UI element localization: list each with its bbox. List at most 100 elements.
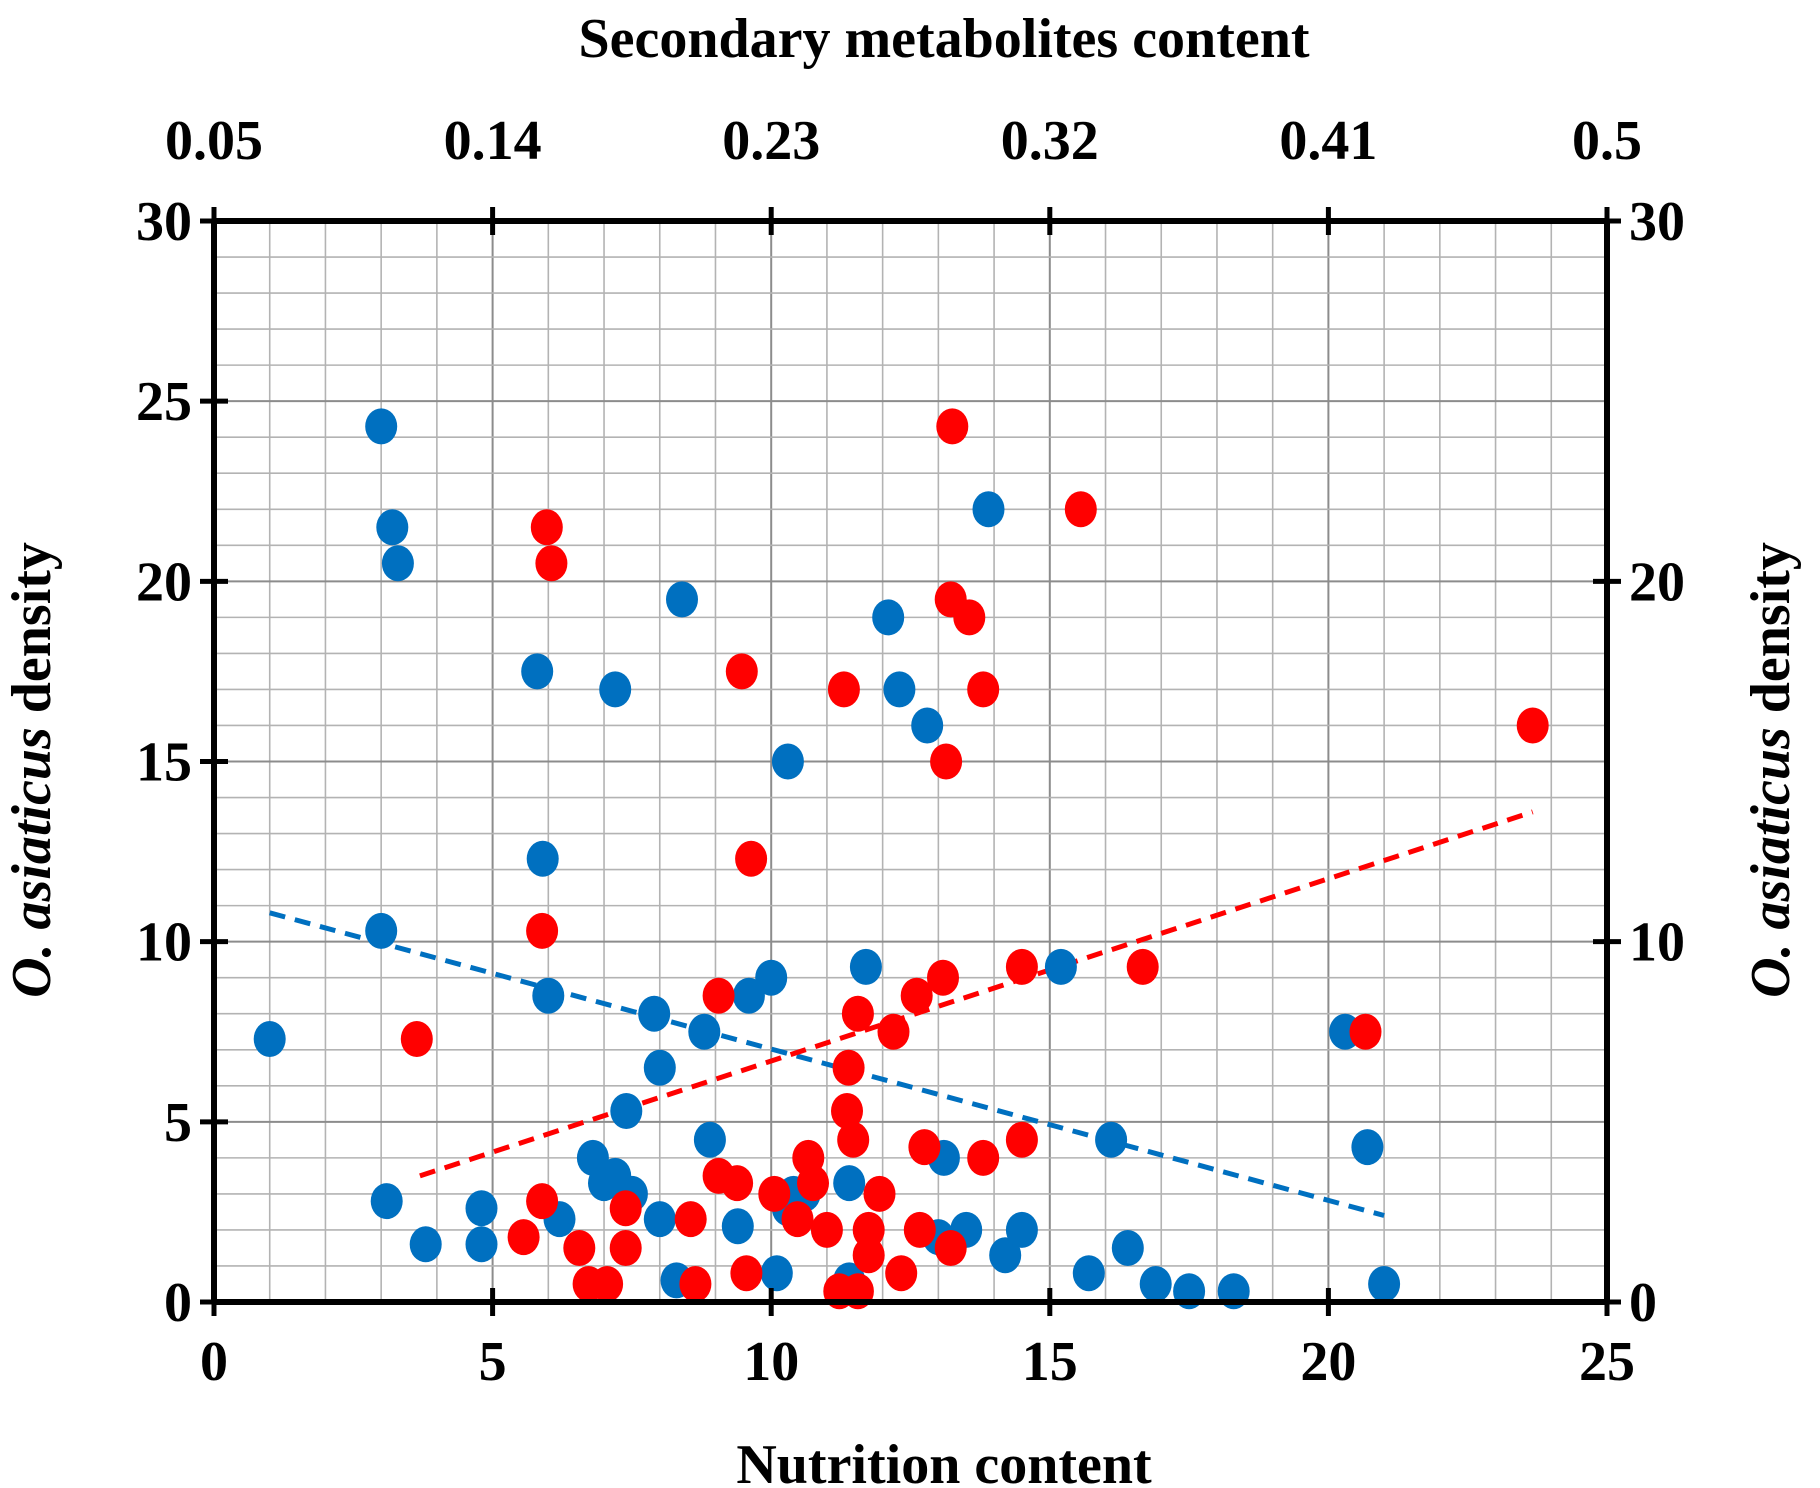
data-point-secondary: [674, 1201, 707, 1238]
trendline-nutrition: [269, 910, 1385, 1218]
y-tick-label: 30: [136, 191, 192, 253]
data-point-secondary: [679, 1266, 712, 1302]
data-point-secondary: [563, 1230, 596, 1266]
x-tick-label: 0: [200, 1331, 228, 1393]
data-point-secondary: [526, 1183, 559, 1220]
data-point-nutrition: [693, 1121, 726, 1158]
data-point-secondary: [827, 671, 860, 708]
data-point-secondary: [852, 1237, 885, 1274]
data-point-secondary: [526, 912, 559, 949]
data-points: [253, 408, 1549, 1310]
data-point-nutrition: [1095, 1121, 1128, 1158]
data-point-secondary: [400, 1021, 433, 1057]
x2-tick-label: 0.05: [165, 110, 263, 172]
data-point-nutrition: [1368, 1266, 1401, 1302]
data-point-secondary: [927, 959, 959, 996]
data-point-nutrition: [1044, 948, 1077, 985]
data-point-secondary: [967, 671, 1000, 708]
grid: [213, 220, 1608, 1303]
data-point-nutrition: [989, 1237, 1022, 1274]
data-point-nutrition: [1139, 1266, 1172, 1302]
data-point-secondary: [837, 1121, 870, 1158]
x2-tick-label: 0.41: [1279, 110, 1377, 172]
data-point-secondary: [1126, 948, 1159, 985]
y-axis-title-italic: O. asiaticus: [1, 727, 63, 998]
data-point-secondary: [953, 599, 986, 636]
data-point-secondary: [903, 1211, 936, 1248]
data-point-secondary: [591, 1266, 624, 1302]
y2-axis-title: O. asiaticus density: [1740, 542, 1802, 998]
data-point-secondary: [900, 977, 933, 1014]
y2-axis-title-italic: O. asiaticus: [1740, 727, 1802, 998]
data-point-nutrition: [638, 995, 671, 1032]
y2-axis-title-rest: density: [1740, 542, 1802, 727]
data-point-secondary: [832, 1049, 865, 1086]
data-point-nutrition: [760, 1255, 793, 1292]
tick-labels: 0 5 10 15 20 25 0.05 0.14 0.23 0.32 0.41 0.5 0 5 10 15 2…: [136, 110, 1685, 1393]
data-point-secondary: [1349, 1013, 1382, 1050]
data-point-nutrition: [755, 959, 788, 996]
data-point-nutrition: [376, 509, 409, 546]
data-point-nutrition: [666, 581, 698, 618]
data-point-nutrition: [465, 1226, 498, 1263]
data-point-nutrition: [526, 840, 559, 877]
x2-tick-label: 0.32: [1001, 110, 1099, 172]
data-point-secondary: [934, 1230, 967, 1266]
y2-tick-label: 0: [1629, 1272, 1657, 1334]
data-point-nutrition: [771, 743, 804, 780]
data-point-nutrition: [732, 977, 765, 1014]
trendline-secondary: [419, 809, 1534, 1179]
x2-tick-label: 0.5: [1572, 110, 1642, 172]
data-point-secondary: [721, 1165, 754, 1202]
data-point-secondary: [735, 840, 768, 877]
y-axis-title: O. asiaticus density: [1, 542, 63, 998]
data-point-nutrition: [643, 1201, 676, 1238]
data-point-nutrition: [972, 491, 1005, 528]
data-point-secondary: [507, 1219, 540, 1256]
data-point-nutrition: [521, 653, 554, 690]
y-tick-label: 10: [136, 912, 192, 974]
data-point-secondary: [936, 408, 969, 445]
data-point-nutrition: [1351, 1129, 1384, 1166]
data-point-nutrition: [872, 599, 905, 636]
data-point-secondary: [730, 1255, 763, 1292]
data-point-nutrition: [688, 1013, 721, 1050]
data-point-secondary: [1005, 948, 1038, 985]
data-point-nutrition: [1072, 1255, 1105, 1292]
data-point-nutrition: [643, 1049, 676, 1086]
data-point-nutrition: [365, 912, 398, 949]
y2-tick-label: 20: [1629, 551, 1685, 613]
x2-axis-title: Secondary metabolites content: [578, 8, 1309, 70]
y-tick-label: 15: [136, 732, 192, 794]
data-point-secondary: [930, 743, 963, 780]
y-tick-label: 0: [164, 1272, 192, 1334]
data-point-nutrition: [365, 408, 398, 445]
data-point-secondary: [758, 1175, 791, 1212]
data-point-nutrition: [532, 977, 565, 1014]
data-point-secondary: [725, 653, 758, 690]
data-point-secondary: [1516, 707, 1549, 744]
data-point-secondary: [967, 1139, 1000, 1176]
data-point-nutrition: [465, 1190, 498, 1227]
data-point-secondary: [863, 1175, 896, 1212]
y2-tick-label: 10: [1629, 912, 1685, 974]
data-point-nutrition: [721, 1208, 754, 1245]
x-tick-label: 5: [479, 1331, 507, 1393]
data-point-nutrition: [849, 948, 882, 985]
data-point-nutrition: [253, 1021, 286, 1057]
y-tick-label: 5: [164, 1092, 192, 1154]
y-tick-label: 25: [136, 371, 192, 433]
data-point-nutrition: [610, 1093, 643, 1129]
data-point-nutrition: [911, 707, 944, 744]
y2-tick-label: 30: [1629, 191, 1685, 253]
data-point-nutrition: [370, 1183, 403, 1220]
x-tick-label: 10: [743, 1331, 799, 1393]
y-axis-title-rest: density: [1, 542, 63, 727]
data-point-secondary: [702, 977, 735, 1014]
data-point-secondary: [841, 995, 874, 1032]
data-point-nutrition: [409, 1226, 442, 1263]
data-point-secondary: [609, 1190, 642, 1227]
data-point-nutrition: [1005, 1211, 1038, 1248]
x-tick-label: 25: [1579, 1331, 1635, 1393]
